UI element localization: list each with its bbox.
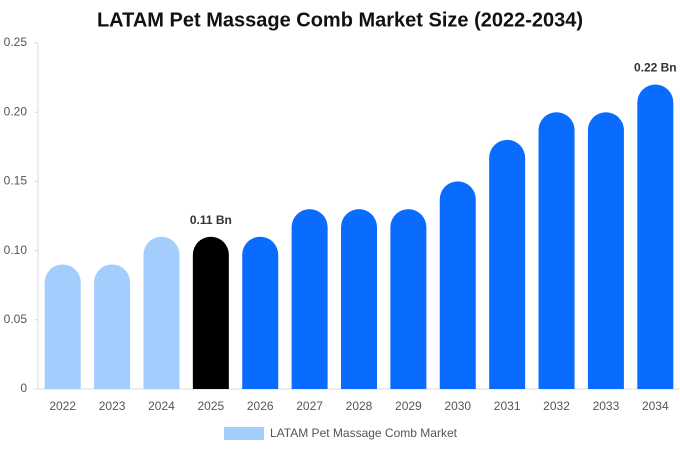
x-tick-label: 2034 [642, 399, 669, 413]
x-tick-label: 2031 [494, 399, 521, 413]
bar [390, 209, 427, 389]
y-tick-label: 0.15 [4, 174, 28, 188]
bar [192, 236, 229, 389]
x-tick-label: 2029 [395, 399, 422, 413]
value-label: 0.11 Bn [190, 213, 232, 227]
bar [143, 236, 180, 389]
x-tick-label: 2025 [197, 399, 224, 413]
bar [489, 139, 526, 389]
legend-label: LATAM Pet Massage Comb Market [270, 426, 458, 440]
bar [341, 209, 377, 389]
x-tick-label: 2023 [99, 399, 126, 413]
x-tick-label: 2022 [49, 399, 76, 413]
y-tick-label: 0.10 [4, 243, 28, 257]
x-tick-label: 2032 [543, 399, 570, 413]
y-tick-label: 0.20 [4, 104, 28, 118]
y-tick-label: 0 [20, 381, 27, 395]
x-tick-label: 2030 [444, 399, 471, 413]
legend-swatch [224, 427, 264, 440]
x-tick-label: 2024 [148, 399, 175, 413]
bar [242, 236, 279, 389]
bar [44, 264, 81, 389]
bar [94, 264, 131, 389]
bar [439, 181, 476, 389]
value-label: 0.22 Bn [634, 61, 677, 75]
bar [587, 112, 624, 389]
x-tick-label: 2027 [296, 399, 323, 413]
x-tick-label: 2028 [346, 399, 373, 413]
x-tick-label: 2033 [593, 399, 620, 413]
bar [538, 112, 575, 389]
bar [637, 84, 674, 390]
bar [291, 209, 328, 389]
y-tick-label: 0.25 [4, 35, 28, 49]
x-tick-label: 2026 [247, 399, 274, 413]
chart-title: LATAM Pet Massage Comb Market Size (2022… [97, 9, 583, 31]
y-tick-label: 0.05 [4, 312, 28, 326]
